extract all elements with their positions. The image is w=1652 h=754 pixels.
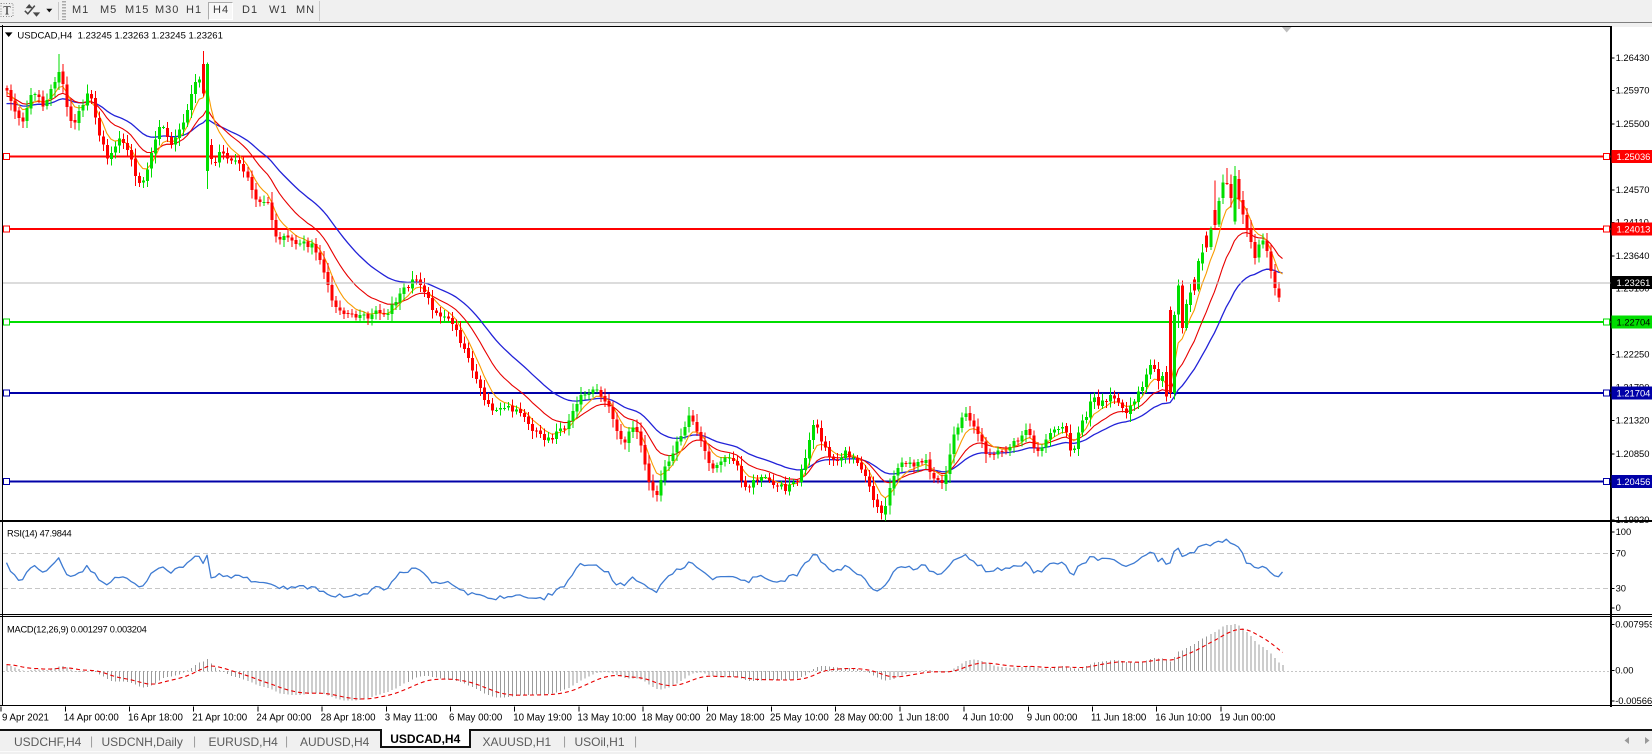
svg-text:1.22250: 1.22250 xyxy=(1616,349,1650,360)
svg-text:1 Jun 18:00: 1 Jun 18:00 xyxy=(898,712,949,723)
svg-text:0.00: 0.00 xyxy=(1615,665,1633,676)
svg-text:1.19920: 1.19920 xyxy=(1616,514,1650,525)
svg-text:9 Apr 2021: 9 Apr 2021 xyxy=(2,712,49,723)
svg-text:25 May 10:00: 25 May 10:00 xyxy=(770,712,829,723)
svg-text:21 Apr 10:00: 21 Apr 10:00 xyxy=(192,712,248,723)
svg-text:-0.005663: -0.005663 xyxy=(1615,695,1652,706)
svg-text:19 Jun 00:00: 19 Jun 00:00 xyxy=(1219,712,1276,723)
svg-text:1.25970: 1.25970 xyxy=(1616,85,1650,96)
svg-text:28 May 00:00: 28 May 00:00 xyxy=(834,712,893,723)
svg-text:1.24110: 1.24110 xyxy=(1616,217,1649,228)
svg-text:0.007959: 0.007959 xyxy=(1615,619,1652,630)
svg-text:24 Apr 00:00: 24 Apr 00:00 xyxy=(256,712,312,723)
svg-text:1.23261: 1.23261 xyxy=(1617,277,1651,288)
svg-text:MACD(12,26,9) 0.001297 0.00320: MACD(12,26,9) 0.001297 0.003204 xyxy=(7,625,147,635)
svg-text:1.24570: 1.24570 xyxy=(1616,184,1650,195)
svg-text:1.22704: 1.22704 xyxy=(1617,316,1651,327)
svg-text:20 May 18:00: 20 May 18:00 xyxy=(706,712,765,723)
svg-text:16 Jun 10:00: 16 Jun 10:00 xyxy=(1155,712,1212,723)
svg-text:11 Jun 18:00: 11 Jun 18:00 xyxy=(1091,712,1147,723)
svg-text:0: 0 xyxy=(1616,602,1621,613)
svg-text:1.21704: 1.21704 xyxy=(1617,387,1651,398)
svg-text:1.24013: 1.24013 xyxy=(1617,224,1651,235)
svg-text:9 Jun 00:00: 9 Jun 00:00 xyxy=(1027,712,1078,723)
svg-text:1.25036: 1.25036 xyxy=(1617,151,1651,162)
svg-text:28 Apr 18:00: 28 Apr 18:00 xyxy=(321,712,377,723)
svg-text:14 Apr 00:00: 14 Apr 00:00 xyxy=(64,712,120,723)
svg-text:18 May 00:00: 18 May 00:00 xyxy=(642,712,701,723)
svg-text:1.20456: 1.20456 xyxy=(1617,476,1651,487)
svg-text:100: 100 xyxy=(1616,526,1632,537)
svg-text:RSI(14) 47.9844: RSI(14) 47.9844 xyxy=(7,529,72,539)
svg-text:10 May 19:00: 10 May 19:00 xyxy=(513,712,572,723)
svg-text:6 May 00:00: 6 May 00:00 xyxy=(449,712,503,723)
svg-text:USDCAD,H4 1.23245 1.23263 1.2: USDCAD,H4 1.23245 1.23263 1.23245 1.2326… xyxy=(17,31,222,42)
svg-text:1.26430: 1.26430 xyxy=(1616,52,1650,63)
svg-text:1.25500: 1.25500 xyxy=(1616,118,1650,129)
svg-text:16 Apr 18:00: 16 Apr 18:00 xyxy=(128,712,184,723)
svg-text:30: 30 xyxy=(1616,582,1626,593)
svg-text:1.21320: 1.21320 xyxy=(1616,415,1650,426)
svg-text:3 May 11:00: 3 May 11:00 xyxy=(385,712,438,723)
svg-text:4 Jun 10:00: 4 Jun 10:00 xyxy=(963,712,1014,723)
svg-text:1.20850: 1.20850 xyxy=(1616,448,1650,459)
svg-text:13 May 10:00: 13 May 10:00 xyxy=(577,712,636,723)
svg-text:70: 70 xyxy=(1616,547,1626,558)
svg-text:1.23640: 1.23640 xyxy=(1616,250,1650,261)
